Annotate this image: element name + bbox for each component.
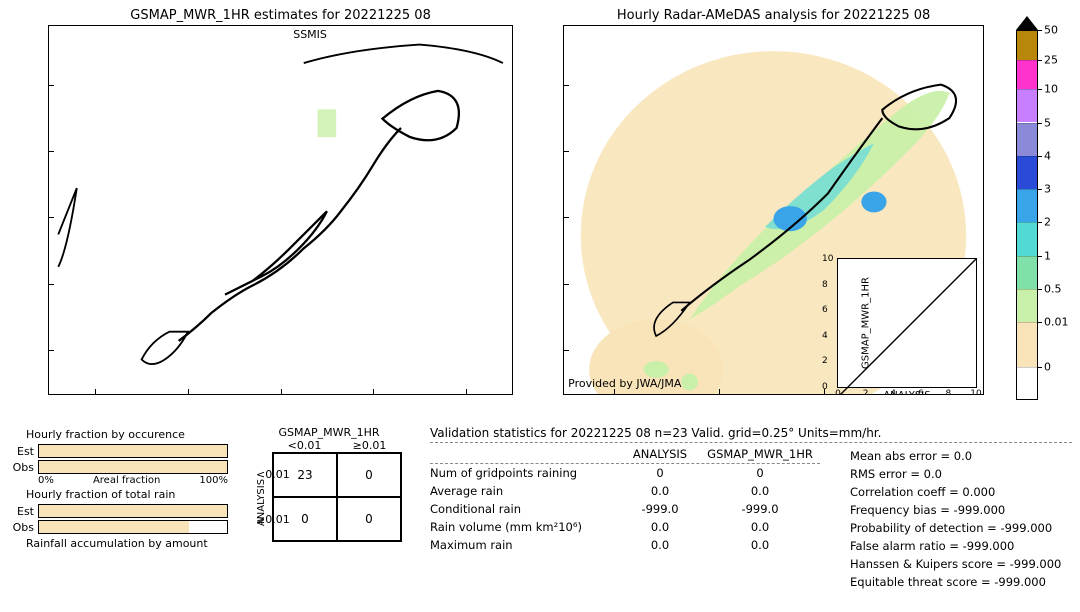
axis-100: 100% (199, 475, 228, 486)
est-label: Est (8, 445, 38, 458)
cont-col-0: <0.01 (272, 439, 337, 452)
stats-metrics: Mean abs error = 0.0RMS error = 0.0Corre… (850, 447, 1061, 591)
colorbar-overflow-triangle (1016, 16, 1038, 30)
cont-col-1: ≥0.01 (337, 439, 402, 452)
occ-title: Hourly fraction by occurence (26, 428, 228, 441)
tot-title: Hourly fraction of total rain (26, 488, 228, 501)
right-map-title: Hourly Radar-AMeDAS analysis for 2022122… (563, 8, 984, 23)
inset-scatter: ANALYSIS GSMAP_MWR_1HR 00224466881010 (837, 258, 977, 388)
cont-row-0: <0.01 (256, 452, 290, 497)
stats-title: Validation statistics for 20221225 08 n=… (430, 426, 1072, 443)
axis-0: 0% (38, 475, 54, 486)
cont-grid: 23 0 0 0 (272, 452, 402, 542)
contingency-panel: GSMAP_MWR_1HR <0.01 ≥0.01 ANALYSIS <0.01… (244, 426, 414, 591)
top-row: GSMAP_MWR_1HR estimates for 20221225 08 … (8, 8, 1072, 408)
inset-xlabel: ANALYSIS (838, 390, 976, 395)
cont-title: GSMAP_MWR_1HR (244, 426, 414, 439)
left-map-panel: GSMAP_MWR_1HR estimates for 20221225 08 … (48, 8, 513, 408)
cont-cell-11: 0 (337, 497, 401, 541)
stats-hdr-b: GSMAP_MWR_1HR (700, 447, 820, 461)
left-map-box: SSMIS 25°N30°N35°N40°N45°N 125°E130°E135… (48, 25, 513, 395)
axis-mid: Areal fraction (93, 475, 160, 486)
right-map-box: Provided by JWA/JMA 25°N30°N35°N40°N45°N… (563, 25, 984, 395)
bars-column: Hourly fraction by occurence Est Obs 0% … (8, 426, 228, 591)
left-map-title: GSMAP_MWR_1HR estimates for 20221225 08 (48, 8, 513, 23)
cont-row-1: ≥0.01 (256, 497, 290, 542)
bottom-row: Hourly fraction by occurence Est Obs 0% … (8, 426, 1072, 591)
stats-table: ANALYSIS GSMAP_MWR_1HR Num of gridpoints… (430, 447, 820, 591)
occ-obs-row: Obs (8, 459, 228, 475)
acc-title: Rainfall accumulation by amount (26, 537, 228, 550)
occ-est-row: Est (8, 443, 228, 459)
stats-hdr-a: ANALYSIS (620, 447, 700, 461)
tot-obs-row: Obs (8, 519, 228, 535)
right-map-panel: Hourly Radar-AMeDAS analysis for 2022122… (563, 8, 984, 408)
tot-est-row: Est (8, 503, 228, 519)
inset-ylabel: GSMAP_MWR_1HR (860, 277, 871, 369)
colorbar: 502510543210.50.010 (1016, 30, 1038, 400)
obs-label: Obs (8, 461, 38, 474)
cont-cell-01: 0 (337, 453, 401, 497)
stats-column: Validation statistics for 20221225 08 n=… (430, 426, 1072, 591)
